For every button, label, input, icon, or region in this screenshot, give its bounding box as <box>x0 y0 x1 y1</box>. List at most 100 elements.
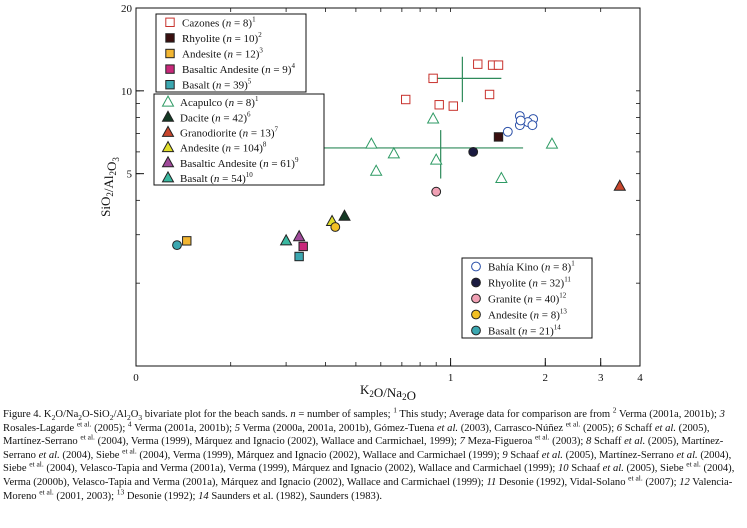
caption-text: O/Na <box>55 409 79 420</box>
caption-text: 6 <box>616 422 623 434</box>
y-tick-label: 5 <box>127 169 133 181</box>
legend-marker <box>161 125 175 137</box>
legend-label: Andesite (n = 104)8 <box>180 141 267 155</box>
data-point <box>502 126 513 137</box>
caption-text: 10 <box>557 463 569 475</box>
data-point <box>365 137 378 149</box>
x-tick-label: 2 <box>543 372 549 384</box>
legend-marker <box>165 80 175 90</box>
data-point <box>493 60 504 70</box>
data-point <box>292 229 306 242</box>
legend-marker <box>471 325 481 336</box>
caption-text: et al. <box>602 463 624 475</box>
data-point <box>182 236 192 246</box>
x-tick-label: 1 <box>448 372 454 384</box>
legend-frame <box>153 93 325 186</box>
caption-text: Desonie (1992); <box>124 490 199 502</box>
caption-text: (2004), Siebe <box>59 449 123 461</box>
caption-figure-label: Figure 4. <box>3 409 42 420</box>
data-point <box>387 146 401 159</box>
caption-text: et al. <box>628 473 643 483</box>
legend-marker <box>161 140 175 153</box>
data-point <box>468 146 479 157</box>
data-point <box>515 115 526 126</box>
caption-text: (2004), Verma (1999), Márquez and Ignaci… <box>136 449 503 461</box>
caption-text: (2004), Siebe <box>3 449 732 475</box>
caption-text: 5 <box>234 422 241 434</box>
caption-text: Verma (2001a, 2001b); <box>131 422 235 434</box>
caption-text: 3 <box>138 413 143 423</box>
caption-text: et al. <box>541 449 563 461</box>
legend-label: Andesite (n = 8)13 <box>488 308 567 322</box>
caption-text: 3 <box>719 409 725 420</box>
caption-text: et al. <box>676 449 698 461</box>
caption-text: (2007); <box>642 476 680 488</box>
legend-label: Rhyolite (n = 32)11 <box>488 276 571 290</box>
legend-marker <box>471 277 481 288</box>
caption-text: et al. <box>39 487 54 497</box>
data-point <box>431 186 442 197</box>
caption-text: (1982), Saunders (1983). <box>273 490 383 502</box>
legend-label: Acapulco (n = 8)1 <box>180 95 259 109</box>
legend-marker <box>161 110 175 122</box>
caption-text: (2005), Martínez-Serrano <box>562 449 677 461</box>
data-point <box>401 94 411 105</box>
legend-marker <box>165 33 175 43</box>
caption-text: (2005); <box>91 422 128 434</box>
legend-box-3: Bahía Kino (n = 8)1 Rhyolite (n = 32)11 Gr… <box>461 257 593 339</box>
legend-label: Basaltic Andesite (n = 9)4 <box>182 62 295 76</box>
caption-text: 1 <box>393 405 397 415</box>
caption-text: Schaff <box>591 436 625 448</box>
data-point <box>279 233 293 246</box>
caption-text: 2 <box>127 413 131 423</box>
caption-text: This study; Average data for comparison … <box>396 409 613 420</box>
caption-text: K <box>41 409 52 420</box>
caption-text: et al. <box>38 449 60 461</box>
caption-text: 4 <box>127 419 132 429</box>
x-tick-label: 0 <box>133 372 139 384</box>
caption-text: Rosales-Lagarde <box>3 422 77 434</box>
caption-text: et al. <box>76 419 92 429</box>
legend-marker <box>165 48 175 59</box>
caption-text: (2005); <box>580 422 617 434</box>
caption-text: (2004), Verma (1999), Márquez and Ignaci… <box>94 436 460 448</box>
legend-label: Basalt (n = 21)14 <box>488 324 561 338</box>
legend-label: Rhyolite (n = 10)2 <box>182 31 262 45</box>
legend-box-1: Cazones (n = 8)1 Rhyolite (n = 10)2 Andesi… <box>155 13 307 93</box>
caption-text: 13 <box>116 487 125 497</box>
caption-text: O <box>130 409 139 420</box>
caption-text: (2001, 2003); <box>53 490 117 502</box>
legend-marker <box>165 17 175 27</box>
caption-text: 2 <box>612 405 617 415</box>
caption-text: Saunders <box>208 490 253 502</box>
legend-marker <box>161 95 175 107</box>
caption-text: Schaaf <box>568 463 603 475</box>
caption-text: 2 <box>51 413 56 423</box>
data-point <box>495 171 508 184</box>
x-tick-label: 3 <box>598 372 604 384</box>
y-tick-label: 20 <box>121 3 133 15</box>
data-point <box>613 179 627 191</box>
data-point <box>473 59 483 69</box>
caption-text: 2 <box>78 413 83 423</box>
caption-text: Valencia-Moreno <box>3 476 733 502</box>
caption-text: et al. <box>122 446 137 456</box>
caption-text: O-SiO <box>82 409 110 420</box>
legend-label: Andesite (n = 12)3 <box>182 47 263 61</box>
caption-text: et al. <box>29 459 44 469</box>
data-point <box>330 222 341 232</box>
data-point <box>294 251 304 262</box>
x-axis-title: K2O/Na2O <box>360 382 416 403</box>
data-point <box>434 100 444 110</box>
caption-text: Schaff <box>622 422 655 434</box>
legend-marker <box>165 64 175 74</box>
caption-text: et al. <box>624 436 646 448</box>
data-point <box>484 89 495 100</box>
legend-label: Granodiorite (n = 13)7 <box>180 125 279 139</box>
legend-label: Cazones (n = 8)1 <box>182 15 256 29</box>
data-point <box>338 209 351 221</box>
caption-text: /Al <box>113 409 127 420</box>
y-tick-label: 10 <box>121 86 133 98</box>
caption-text: (2003), Carrasco-Núñez <box>458 422 566 434</box>
